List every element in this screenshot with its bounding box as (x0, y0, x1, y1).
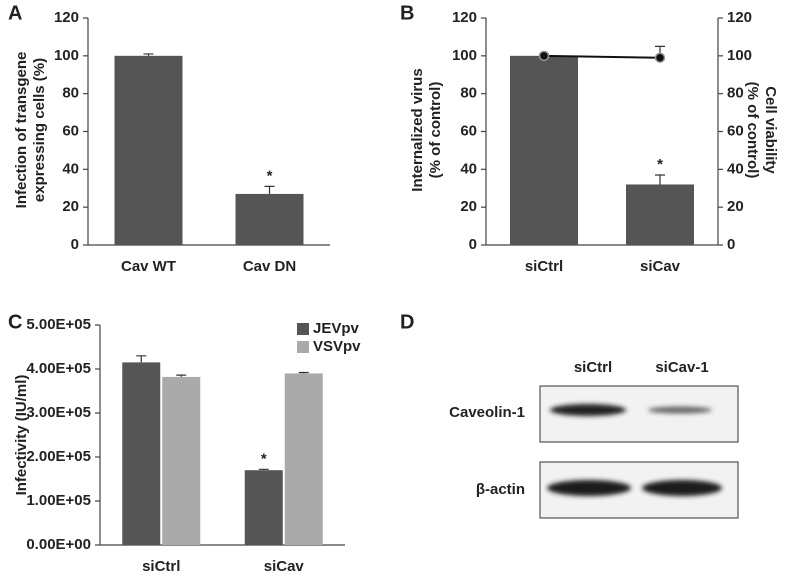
y-tick-label: 40 (62, 160, 79, 177)
y-tick-label: 60 (460, 122, 477, 139)
y-tick-label: 120 (54, 9, 79, 26)
bar (122, 362, 161, 545)
y-tick-label: 100 (452, 47, 477, 64)
x-tick-label: siCtrl (142, 558, 180, 575)
error-bar (258, 468, 269, 471)
y-tick-label: 2.00E+05 (26, 448, 91, 465)
y-tick-label: 20 (62, 198, 79, 215)
marker (538, 50, 550, 62)
x-tick-label: siCtrl (525, 258, 563, 275)
panel-label: C (8, 311, 22, 333)
legend-label: JEVpv (313, 320, 360, 337)
legend-swatch (297, 323, 309, 335)
band (547, 480, 631, 496)
panel-label: B (400, 2, 414, 24)
y2-tick-label: 20 (727, 198, 744, 215)
y-axis-label: (% of control) (427, 82, 444, 179)
error-bar (264, 185, 275, 194)
band (648, 406, 712, 414)
y2-axis-label: (% of control) (744, 82, 761, 179)
y-tick-label: 80 (460, 85, 477, 102)
row-label: Caveolin-1 (449, 404, 525, 421)
y-tick-label: 80 (62, 85, 79, 102)
row-label: β-actin (476, 481, 525, 498)
y-tick-label: 1.00E+05 (26, 492, 91, 509)
y2-tick-label: 100 (727, 47, 752, 64)
y-tick-label: 20 (460, 198, 477, 215)
bar (162, 376, 201, 545)
bar (510, 55, 578, 246)
error-bar (143, 53, 154, 56)
y-tick-label: 0.00E+00 (26, 536, 91, 553)
x-tick-label: Cav WT (121, 258, 176, 275)
lane-label: siCav-1 (655, 359, 708, 376)
y-axis-label: expressing cells (%) (31, 58, 48, 202)
y2-tick-label: 80 (727, 85, 744, 102)
error-bar (298, 371, 309, 374)
y-tick-label: 100 (54, 47, 79, 64)
error-bar (136, 355, 147, 363)
panel-label: D (400, 311, 414, 333)
y2-axis-label: Cell viability (762, 86, 779, 174)
significance-label: * (657, 156, 663, 173)
y2-tick-label: 60 (727, 122, 744, 139)
y-tick-label: 0 (469, 236, 477, 253)
x-tick-label: siCav (264, 558, 305, 575)
band (550, 404, 626, 416)
lane-label: siCtrl (574, 359, 612, 376)
significance-label: * (261, 450, 267, 467)
y-tick-label: 3.00E+05 (26, 404, 91, 421)
bar (244, 470, 283, 545)
panel-d: D siCtrl siCav-1 Caveolin-1 β-actin (400, 311, 739, 519)
marker (654, 52, 666, 63)
y-tick-label: 0 (71, 236, 79, 253)
y-tick-label: 5.00E+05 (26, 316, 91, 333)
line (543, 54, 661, 59)
y-axis-label: Infectivity (IU/ml) (13, 375, 30, 496)
error-bar (176, 374, 187, 377)
error-bar (655, 174, 665, 185)
bar (626, 184, 694, 245)
x-tick-label: Cav DN (243, 258, 296, 275)
y-axis-label: Infection of transgene (13, 52, 30, 209)
x-tick-label: siCav (640, 258, 681, 275)
bar (235, 193, 304, 245)
y-tick-label: 60 (62, 122, 79, 139)
bar (114, 55, 183, 246)
y-tick-label: 40 (460, 160, 477, 177)
panel-label: A (8, 2, 22, 24)
y2-tick-label: 0 (727, 236, 735, 253)
band (642, 480, 722, 496)
y2-tick-label: 40 (727, 160, 744, 177)
legend-swatch (297, 341, 309, 353)
y-axis-label: Internalized virus (409, 68, 426, 191)
significance-label: * (267, 167, 273, 184)
y2-tick-label: 120 (727, 9, 752, 26)
legend-label: VSVpv (313, 338, 361, 355)
y-tick-label: 4.00E+05 (26, 360, 91, 377)
y-tick-label: 120 (452, 9, 477, 26)
bar (284, 373, 323, 545)
